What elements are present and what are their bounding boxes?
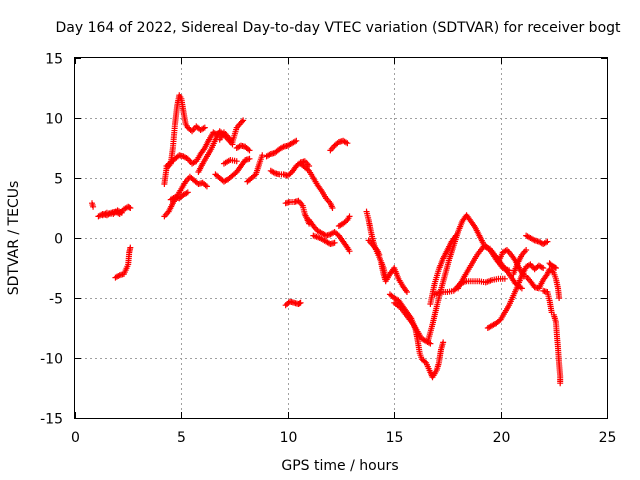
data-point [259, 152, 266, 159]
series-arc-05 [161, 92, 208, 187]
x-tick-label: 10 [280, 430, 298, 446]
data-point [246, 155, 253, 162]
series-arc-36 [523, 232, 551, 247]
data-point [518, 285, 525, 292]
data-point [346, 248, 353, 255]
series-arc-32 [455, 243, 525, 292]
data-point [203, 183, 210, 190]
series-arc-11 [216, 117, 247, 145]
series-arc-33 [484, 261, 547, 331]
x-tick-label: 25 [599, 430, 617, 446]
series-arc-12 [233, 142, 253, 154]
data-point [184, 189, 191, 196]
data-point [376, 251, 383, 258]
data-point [240, 117, 247, 124]
data-point [329, 205, 336, 211]
series-arc-37 [523, 266, 563, 301]
y-tick-label: -15 [40, 412, 63, 428]
data-point [501, 275, 508, 282]
y-tick-label: -5 [49, 292, 63, 308]
series-arc-21 [327, 137, 351, 154]
series-arc-13 [220, 157, 240, 167]
x-tick-label: 15 [386, 430, 404, 446]
data-point [540, 265, 547, 271]
series-arc-30 [427, 232, 459, 307]
data-point [440, 339, 447, 346]
data-point [127, 244, 134, 251]
data-point [233, 158, 240, 165]
series-arc-28 [391, 299, 434, 347]
series-arc-14 [244, 152, 266, 185]
x-tick-label: 0 [71, 430, 80, 446]
data-point [344, 140, 351, 147]
y-tick-label: 0 [54, 232, 63, 248]
data-point [118, 209, 125, 216]
data-point [331, 239, 338, 246]
data-point [544, 238, 551, 245]
series-arc-07 [161, 173, 210, 220]
data-point [523, 247, 530, 253]
series-arc-08 [167, 189, 191, 203]
axis-ticks [75, 58, 608, 419]
data-point [556, 295, 563, 301]
y-tick-label: 15 [45, 52, 63, 68]
series-arc-17 [282, 197, 313, 227]
series-arc-39 [546, 260, 559, 271]
series-arc-03 [99, 207, 125, 219]
series-arc-26 [378, 261, 410, 295]
series-arc-23 [282, 298, 304, 309]
series-arc-25 [365, 237, 383, 258]
data-point [403, 289, 410, 295]
data-point [90, 203, 97, 210]
y-tick-label: -10 [40, 352, 63, 368]
chart-title: Day 164 of 2022, Sidereal Day-to-day VTE… [55, 20, 621, 36]
x-tick-labels: 0 5 10 15 20 25 [71, 430, 616, 446]
series-arc-40 [550, 311, 564, 387]
x-tick-label: 20 [493, 430, 511, 446]
data-point [127, 205, 134, 211]
series-arc-38 [540, 287, 555, 316]
data-point [557, 380, 564, 387]
series-arc-29 [425, 212, 513, 343]
data-point [427, 340, 434, 347]
series-arc-15 [263, 137, 300, 160]
data-point [201, 124, 208, 131]
series-arc-10 [212, 155, 253, 185]
y-tick-label: 5 [54, 172, 63, 188]
series-arc-22 [335, 213, 353, 229]
y-tick-labels: -15 -10 -5 0 5 10 15 [40, 52, 63, 428]
series-arc-20 [310, 232, 338, 247]
x-axis-label: GPS time / hours [281, 458, 398, 474]
data-point [293, 137, 300, 144]
data-point [239, 118, 246, 125]
series-arc-18 [297, 160, 336, 211]
x-tick-label: 5 [177, 430, 186, 446]
data-point [246, 147, 253, 154]
series-arc-04 [112, 244, 134, 281]
series-arc-01 [89, 200, 97, 210]
series-arc-06 [163, 129, 221, 169]
y-tick-label: 10 [45, 112, 63, 128]
series-arc-35 [510, 247, 530, 277]
plot-points [89, 92, 564, 387]
data-point [297, 299, 304, 306]
data-point [346, 213, 353, 220]
plot-frame [74, 57, 608, 419]
data-point [452, 232, 459, 239]
series-arc-19 [306, 217, 353, 255]
y-axis-label: SDTVAR / TECUs [6, 181, 22, 296]
data-point [552, 265, 559, 271]
